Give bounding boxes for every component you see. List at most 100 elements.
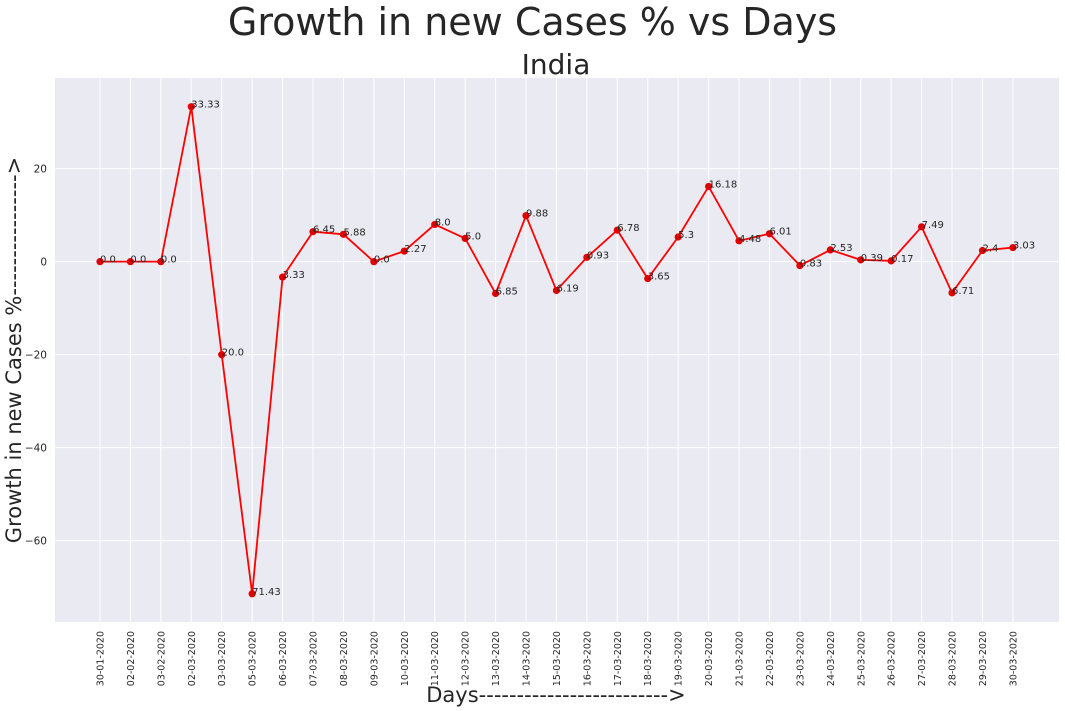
x-tick-label: 25-03-2020 xyxy=(856,631,867,686)
data-label: 0.39 xyxy=(861,253,883,264)
data-point xyxy=(278,273,287,281)
data-point xyxy=(735,237,743,245)
x-tick-label: 08-03-2020 xyxy=(339,631,350,686)
x-tick-label: 19-03-2020 xyxy=(674,631,685,686)
y-axis: −60 −40 −20 0 20 xyxy=(25,164,47,548)
data-point xyxy=(309,228,317,236)
data-point xyxy=(765,230,774,238)
data-point xyxy=(887,257,895,265)
x-tick-label: 27-03-2020 xyxy=(917,631,928,686)
data-label: 20.0 xyxy=(222,348,244,359)
y-tick-label: 0 xyxy=(40,257,47,269)
data-label: 3.33 xyxy=(283,270,305,281)
x-tick-label: 14-03-2020 xyxy=(522,631,533,686)
data-label: 4.48 xyxy=(739,234,761,245)
data-label: 9.88 xyxy=(526,209,548,220)
x-tick-label: 26-03-2020 xyxy=(887,631,898,686)
data-point xyxy=(826,246,834,254)
data-label: 0.17 xyxy=(891,254,913,265)
x-tick-label: 30-01-2020 xyxy=(96,631,107,686)
data-point xyxy=(491,289,500,298)
data-label: 3.65 xyxy=(648,272,670,283)
data-point xyxy=(705,182,713,191)
x-tick-label: 03-03-2020 xyxy=(217,631,228,686)
figure-suptitle: Growth in new Cases % vs Days xyxy=(227,0,838,44)
x-tick-label: 09-03-2020 xyxy=(369,631,380,686)
data-point xyxy=(613,226,621,234)
data-label: 6.78 xyxy=(617,223,639,234)
x-tick-label: 11-03-2020 xyxy=(430,631,441,686)
x-tick-label: 21-03-2020 xyxy=(735,631,746,686)
data-label: 6.71 xyxy=(952,286,974,297)
data-point xyxy=(522,212,530,220)
data-point xyxy=(96,258,104,266)
data-point xyxy=(461,234,469,243)
x-tick-label: 29-03-2020 xyxy=(978,631,989,686)
data-label: 6.45 xyxy=(313,225,335,236)
data-point xyxy=(431,220,439,229)
data-point xyxy=(339,230,348,238)
data-point xyxy=(187,103,195,111)
x-tick-label: 16-03-2020 xyxy=(582,631,593,686)
data-label: 16.18 xyxy=(709,179,738,190)
data-point xyxy=(918,223,926,231)
data-label: 8.0 xyxy=(435,217,451,228)
x-tick-label: 15-03-2020 xyxy=(552,631,563,686)
data-labels: 0.0 0.0 0.0 33.33 20.0 71.43 3.33 6.45 5.88 0.0 2.… xyxy=(100,100,1035,598)
data-point xyxy=(248,590,256,598)
data-point xyxy=(1009,243,1017,252)
data-point xyxy=(218,351,226,359)
data-label: 2.53 xyxy=(830,243,852,254)
x-tick-label: 22-03-2020 xyxy=(765,631,776,686)
x-tick-label: 23-03-2020 xyxy=(795,631,806,686)
data-label: 5.0 xyxy=(465,231,481,242)
data-label: 33.33 xyxy=(191,100,220,111)
data-point xyxy=(126,258,135,266)
data-point xyxy=(400,247,408,255)
data-point xyxy=(552,286,561,295)
data-point xyxy=(978,246,987,255)
data-label: 0.0 xyxy=(130,255,146,266)
data-label: 71.43 xyxy=(252,587,281,598)
data-label: 5.3 xyxy=(678,230,694,241)
data-point xyxy=(583,253,591,261)
data-label: 6.01 xyxy=(769,227,791,238)
data-label: 6.85 xyxy=(496,287,518,298)
data-point xyxy=(674,233,682,241)
x-tick-label: 02-02-2020 xyxy=(126,631,137,686)
x-tick-label: 20-03-2020 xyxy=(704,631,715,686)
x-tick-label: 17-03-2020 xyxy=(613,631,624,686)
markers xyxy=(96,103,1017,598)
x-tick-label: 10-03-2020 xyxy=(400,631,411,686)
grid xyxy=(55,78,1059,622)
x-tick-label: 30-03-2020 xyxy=(1008,631,1019,686)
y-tick-label: 20 xyxy=(34,164,47,176)
x-tick-label: 07-03-2020 xyxy=(309,631,320,686)
x-tick-label: 12-03-2020 xyxy=(461,631,472,686)
data-label: 2.4 xyxy=(982,243,998,254)
x-tick-label: 28-03-2020 xyxy=(948,631,959,686)
y-tick-label: −60 xyxy=(25,536,47,548)
data-label: 0.0 xyxy=(161,255,177,266)
x-tick-label: 02-03-2020 xyxy=(187,631,198,686)
data-label: 5.88 xyxy=(343,227,365,238)
y-axis-label: Growth in new Cases %----------------> xyxy=(2,157,26,543)
data-label: 2.27 xyxy=(404,244,426,255)
x-tick-label: 18-03-2020 xyxy=(643,631,654,686)
x-tick-label: 06-03-2020 xyxy=(278,631,289,686)
data-label: 0.83 xyxy=(800,259,822,270)
x-tick-label: 24-03-2020 xyxy=(826,631,837,686)
data-point xyxy=(370,258,378,266)
data-label: 7.49 xyxy=(922,220,944,231)
chart-title: India xyxy=(522,48,591,81)
x-tick-label: 13-03-2020 xyxy=(491,631,502,686)
data-label: 0.0 xyxy=(374,255,390,266)
data-label: 0.93 xyxy=(587,250,609,261)
y-tick-label: −20 xyxy=(25,350,47,362)
y-tick-label: −40 xyxy=(25,443,47,455)
x-tick-label: 03-02-2020 xyxy=(156,631,167,686)
x-axis: 30-01-2020 02-02-2020 03-02-2020 02-03-2020… xyxy=(96,631,1020,686)
data-label: 0.0 xyxy=(100,255,116,266)
data-label: 3.03 xyxy=(1013,241,1035,252)
